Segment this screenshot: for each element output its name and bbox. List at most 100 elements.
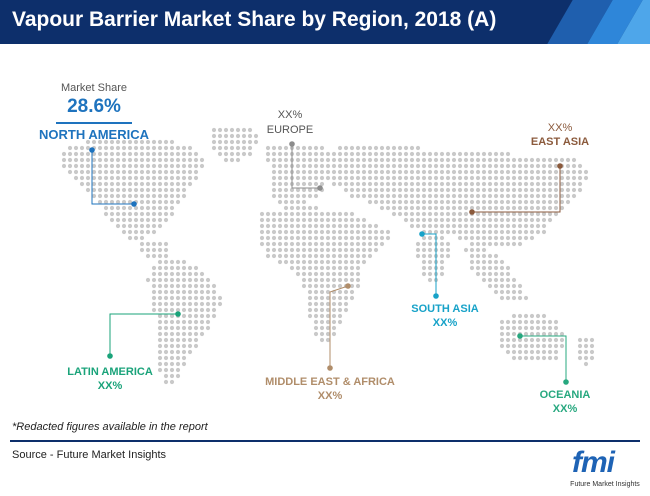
map-dot xyxy=(379,187,385,193)
map-dot xyxy=(277,157,283,163)
map-dot xyxy=(187,343,193,349)
map-dot xyxy=(433,157,439,163)
map-dot xyxy=(565,169,571,175)
map-dot xyxy=(187,265,193,271)
map-dot xyxy=(373,241,379,247)
map-dot xyxy=(385,181,391,187)
map-dot xyxy=(427,211,433,217)
map-dot xyxy=(367,229,373,235)
map-dot xyxy=(187,331,193,337)
map-dot xyxy=(181,319,187,325)
map-dot xyxy=(469,163,475,169)
map-dot xyxy=(139,193,145,199)
oceania-value: XX% xyxy=(552,403,578,415)
map-dot xyxy=(265,211,271,217)
map-dot xyxy=(337,277,343,283)
map-dot xyxy=(343,271,349,277)
map-dot xyxy=(175,259,181,265)
map-dot xyxy=(343,223,349,229)
map-dot xyxy=(283,193,289,199)
leader-marker xyxy=(345,283,351,289)
map-dot xyxy=(115,223,121,229)
map-dot xyxy=(313,277,319,283)
map-dot xyxy=(505,229,511,235)
map-dot xyxy=(331,169,337,175)
map-dot xyxy=(409,181,415,187)
map-dot xyxy=(193,289,199,295)
map-dot xyxy=(331,211,337,217)
map-dot xyxy=(139,163,145,169)
map-dot xyxy=(373,223,379,229)
map-dot xyxy=(73,157,79,163)
map-dot xyxy=(265,157,271,163)
map-dot xyxy=(175,163,181,169)
map-dot xyxy=(523,313,529,319)
map-dot xyxy=(553,175,559,181)
map-dot xyxy=(577,337,583,343)
map-dot xyxy=(541,217,547,223)
map-dot xyxy=(457,217,463,223)
map-dot xyxy=(559,193,565,199)
map-dot xyxy=(481,187,487,193)
map-dot xyxy=(565,175,571,181)
map-dot xyxy=(427,175,433,181)
map-dot xyxy=(139,151,145,157)
map-dot xyxy=(547,199,553,205)
map-dot xyxy=(187,163,193,169)
map-dot xyxy=(109,181,115,187)
map-dot xyxy=(193,169,199,175)
map-dot xyxy=(319,337,325,343)
map-dot xyxy=(349,193,355,199)
map-dot xyxy=(295,199,301,205)
map-dot xyxy=(529,163,535,169)
map-dot xyxy=(115,181,121,187)
map-dot xyxy=(175,367,181,373)
map-dot xyxy=(199,307,205,313)
map-dot xyxy=(133,181,139,187)
map-dot xyxy=(307,193,313,199)
map-dot xyxy=(193,301,199,307)
map-dot xyxy=(403,217,409,223)
map-dot xyxy=(103,187,109,193)
map-dot xyxy=(583,175,589,181)
map-dot xyxy=(187,337,193,343)
map-dot xyxy=(145,199,151,205)
map-dot xyxy=(499,151,505,157)
map-dot xyxy=(421,271,427,277)
map-dot xyxy=(373,181,379,187)
map-dot xyxy=(583,343,589,349)
map-dot xyxy=(277,241,283,247)
map-dot xyxy=(439,175,445,181)
map-dot xyxy=(451,163,457,169)
map-dot xyxy=(523,325,529,331)
map-dot xyxy=(151,247,157,253)
map-dot xyxy=(403,211,409,217)
map-dot xyxy=(535,319,541,325)
map-dot xyxy=(349,151,355,157)
map-dot xyxy=(583,169,589,175)
map-dot xyxy=(409,163,415,169)
map-dot xyxy=(157,325,163,331)
map-dot xyxy=(565,163,571,169)
map-dot xyxy=(343,289,349,295)
map-dot xyxy=(427,181,433,187)
map-dot xyxy=(481,253,487,259)
map-dot xyxy=(199,319,205,325)
map-dot xyxy=(451,229,457,235)
map-dot xyxy=(301,247,307,253)
map-dot xyxy=(361,247,367,253)
map-dot xyxy=(163,169,169,175)
map-dot xyxy=(487,283,493,289)
map-dot xyxy=(73,145,79,151)
map-dot xyxy=(169,325,175,331)
map-dot xyxy=(505,325,511,331)
map-dot xyxy=(511,337,517,343)
map-dot xyxy=(571,157,577,163)
map-dot xyxy=(235,133,241,139)
map-dot xyxy=(307,223,313,229)
map-dot xyxy=(295,235,301,241)
map-dot xyxy=(439,229,445,235)
map-dot xyxy=(91,151,97,157)
south-asia-label: SOUTH ASIA xyxy=(411,303,479,315)
map-dot xyxy=(307,271,313,277)
